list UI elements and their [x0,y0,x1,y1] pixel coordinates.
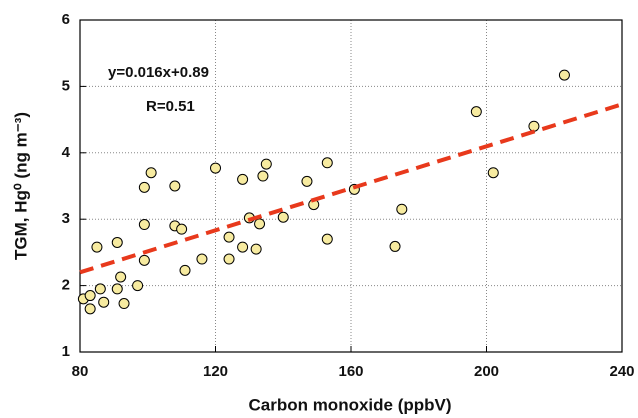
point [111,283,123,295]
point [250,243,262,255]
point [138,254,150,266]
point [277,211,289,223]
point [321,233,333,245]
point [237,173,249,185]
y-tick-label: 6 [62,11,70,28]
point [169,180,181,192]
x-tick-label: 200 [474,363,499,380]
point [321,157,333,169]
point [91,241,103,253]
point [84,290,96,302]
x-tick-label: 240 [609,363,634,380]
point [145,167,157,179]
point [223,231,235,243]
plot-frame [79,19,623,353]
x-tick-label: 80 [72,363,89,380]
y-axis-title: TGM, Hg⁰ (ng m⁻³) [11,112,30,260]
point [301,175,313,187]
point [138,181,150,193]
point [487,167,499,179]
r-value: R=0.51 [146,98,195,115]
point [257,170,269,182]
point [389,240,401,252]
point [223,253,235,265]
point [260,158,272,170]
point [98,296,110,308]
y-tick-label: 5 [62,77,70,94]
point [115,271,127,283]
point [254,218,266,230]
point [94,283,106,295]
equation: y=0.016x+0.89 [108,64,209,81]
y-tick-label: 2 [62,277,70,294]
x-axis-title: Carbon monoxide (ppbV) [248,395,451,414]
point [196,253,208,265]
point [210,162,221,174]
point [237,241,249,253]
x-tick-label: 120 [203,363,228,380]
point [132,280,144,292]
point [84,303,96,315]
point [176,223,188,235]
y-tick-label: 3 [62,210,70,227]
x-tick-label: 160 [338,363,363,380]
trend-line [79,102,623,275]
point [118,298,130,310]
point [111,236,123,248]
point [558,69,570,81]
point [470,106,482,118]
point [396,203,408,215]
point [179,264,191,276]
y-tick-label: 4 [62,144,71,161]
point [138,219,150,231]
y-tick-label: 1 [62,343,70,360]
